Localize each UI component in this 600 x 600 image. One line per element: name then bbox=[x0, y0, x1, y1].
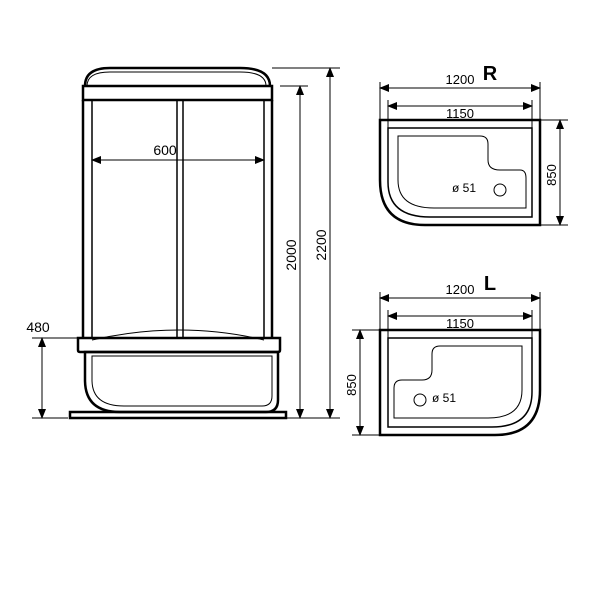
dim-tray-height: 480 bbox=[26, 319, 50, 335]
dim-door-width: 600 bbox=[153, 142, 177, 158]
dim-total-height: 2200 bbox=[313, 229, 329, 260]
front-elevation: 600 480 2000 2200 bbox=[26, 68, 340, 418]
plan-l-width-inner: 1150 bbox=[446, 316, 474, 331]
plan-l-drain: ø 51 bbox=[432, 391, 456, 405]
technical-drawing: 600 480 2000 2200 R ø 51 1200 bbox=[0, 0, 600, 600]
plan-l-label: L bbox=[484, 273, 496, 295]
plan-r-width-outer: 1200 bbox=[446, 72, 475, 87]
plan-l-depth: 850 bbox=[344, 374, 359, 396]
plan-l: L ø 51 1200 1150 850 bbox=[344, 273, 540, 435]
plan-r-depth: 850 bbox=[544, 164, 559, 186]
plan-l-width-outer: 1200 bbox=[446, 282, 475, 297]
plan-r: R ø 51 1200 1150 850 bbox=[380, 63, 568, 225]
plan-r-width-inner: 1150 bbox=[446, 106, 474, 121]
plan-r-label: R bbox=[483, 63, 498, 85]
plan-r-drain: ø 51 bbox=[452, 181, 476, 195]
dim-cabin-height: 2000 bbox=[283, 239, 299, 270]
